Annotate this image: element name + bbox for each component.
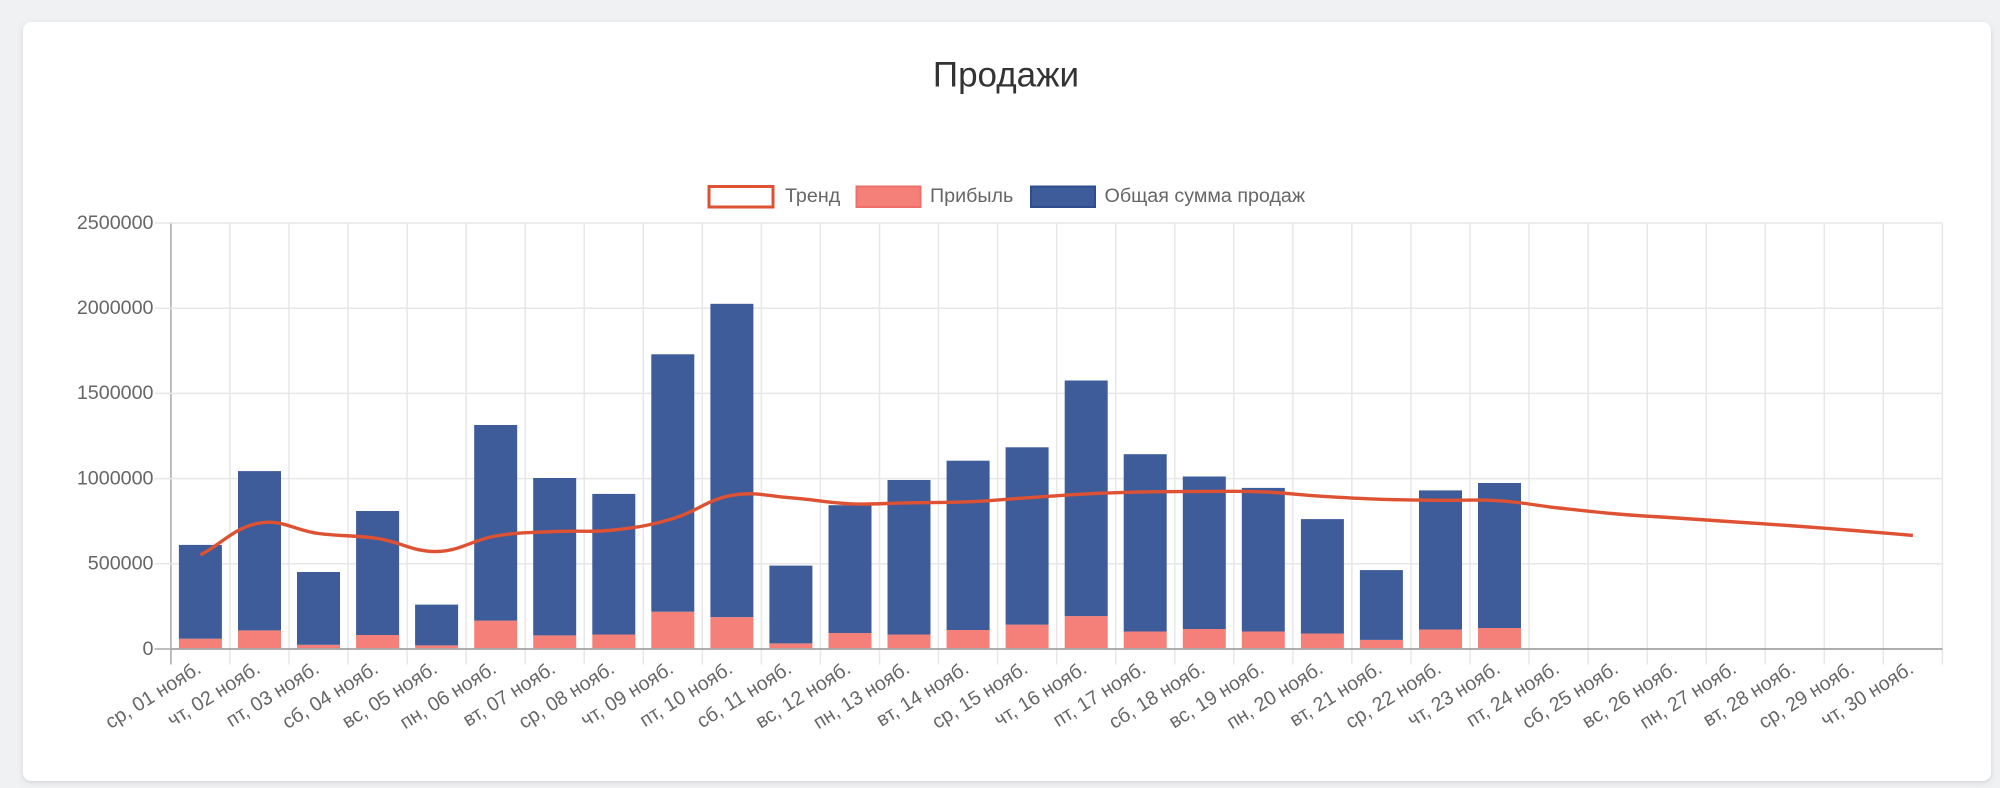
svg-text:500000: 500000	[88, 553, 154, 575]
svg-text:1000000: 1000000	[77, 467, 154, 489]
svg-text:0: 0	[143, 638, 154, 660]
svg-text:2500000: 2500000	[77, 212, 154, 234]
svg-text:Прибыль: Прибыль	[930, 185, 1013, 207]
svg-text:Общая сумма продаж: Общая сумма продаж	[1105, 185, 1306, 207]
svg-text:2000000: 2000000	[77, 297, 154, 319]
svg-text:Тренд: Тренд	[785, 185, 841, 207]
svg-text:Продажи: Продажи	[933, 56, 1079, 95]
svg-text:1500000: 1500000	[77, 382, 154, 404]
